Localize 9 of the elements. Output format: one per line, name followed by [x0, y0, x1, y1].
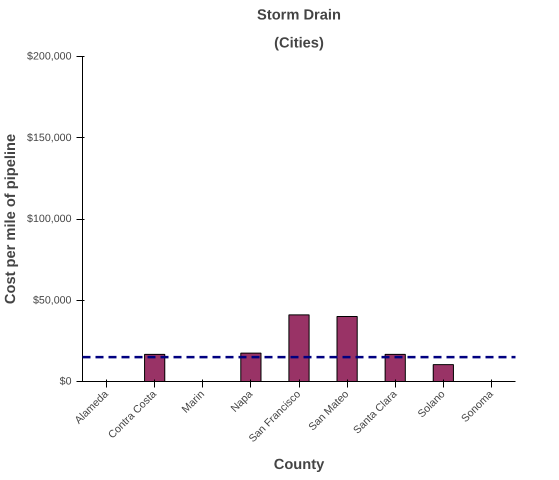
y-tick-label: $150,000: [27, 132, 72, 144]
chart-subtitle: (Cities): [274, 36, 324, 52]
y-tick-label: $200,000: [27, 50, 72, 62]
y-axis-title: Cost per mile of pipeline: [3, 134, 20, 304]
y-tick-label: $50,000: [32, 294, 72, 306]
x-axis-title: County: [274, 457, 326, 474]
y-tick-label: $100,000: [27, 213, 72, 225]
chart-title: Storm Drain: [257, 8, 341, 24]
y-tick-label: $0: [60, 376, 72, 388]
